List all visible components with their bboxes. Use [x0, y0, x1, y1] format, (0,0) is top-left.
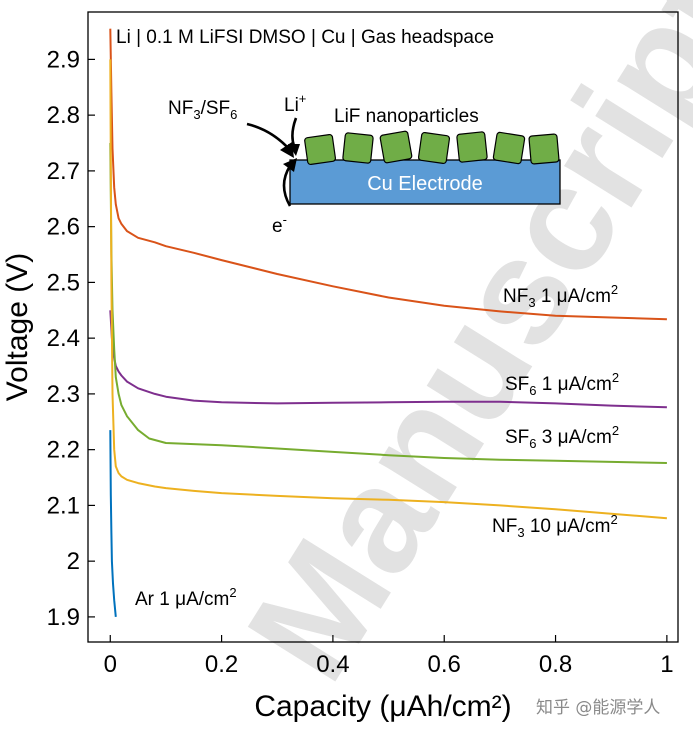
y-axis-ticks: 1.9 2 2.1 2.2 2.3 2.4 2.5 2.6 2.7 2.8 2.9: [47, 46, 95, 631]
y-tick-label: 2.5: [47, 269, 80, 296]
li-ion-arrow-head-icon: [288, 144, 300, 156]
electron-label: e-: [272, 212, 287, 237]
lif-particle: [492, 131, 526, 165]
lif-particle: [456, 131, 488, 163]
y-tick-label: 2.3: [47, 381, 80, 408]
y-tick-label: 2.7: [47, 158, 80, 185]
gas-label: NF3/SF6: [168, 98, 237, 122]
electron-arrow: [282, 165, 292, 207]
series-line-3: [109, 59, 667, 520]
series-label-sf6-3: SF6 3 μA/cm2: [505, 423, 619, 451]
lif-nanoparticles-label: LiF nanoparticles: [334, 106, 479, 127]
x-tick-label: 0: [104, 651, 117, 678]
series-line-1: [109, 310, 667, 409]
x-tick-label: 0.8: [539, 651, 572, 678]
y-tick-label: 2.4: [47, 325, 80, 352]
series-label-sf6-1: SF6 1 μA/cm2: [505, 370, 619, 398]
series-label-nf3-10: NF3 10 μA/cm2: [492, 512, 618, 540]
series-line-4: [109, 430, 117, 617]
y-tick-label: 1.9: [47, 604, 80, 631]
plot-frame: [87, 11, 679, 643]
lif-particle: [342, 132, 374, 164]
series-labels: NF3 1 μA/cm2 SF6 1 μA/cm2 SF6 3 μA/cm2 N…: [135, 282, 619, 610]
y-tick-label: 2.9: [47, 46, 80, 73]
series-label-nf3-1: NF3 1 μA/cm2: [503, 282, 618, 310]
x-tick-label: 0.6: [428, 651, 461, 678]
x-axis-title: Capacity (μAh/cm²): [254, 690, 511, 723]
inset-schematic: Cu Electrode LiF nanoparticles NF3/SF6 L…: [168, 91, 561, 237]
zhihu-watermark: 知乎 @能源学人: [536, 698, 660, 718]
x-tick-label: 0.4: [316, 651, 349, 678]
y-tick-label: 2.6: [47, 214, 80, 241]
y-tick-label: 2.1: [47, 492, 80, 519]
lif-particle: [417, 131, 451, 165]
series-line-0: [109, 28, 667, 321]
series-lines: [109, 28, 667, 617]
y-tick-label: 2.2: [47, 437, 80, 464]
lif-particles: [304, 130, 560, 166]
series-label-ar-1: Ar 1 μA/cm2: [135, 585, 237, 610]
lif-particle: [304, 133, 337, 166]
series-line-2: [109, 142, 667, 464]
lif-particle: [379, 130, 413, 164]
cu-electrode-label: Cu Electrode: [367, 173, 483, 195]
x-tick-label: 1: [660, 651, 673, 678]
x-axis-ticks: 0 0.2 0.4 0.6 0.8 1: [104, 635, 674, 678]
li-ion-arrow: [291, 117, 298, 147]
y-tick-label: 2: [67, 548, 80, 575]
cu-electrode: [289, 159, 561, 205]
electron-arrow-head-icon: [283, 158, 297, 172]
y-tick-label: 2.8: [47, 102, 80, 129]
gas-arrow: [246, 122, 291, 151]
chart-title: Li | 0.1 M LiFSI DMSO | Cu | Gas headspa…: [116, 27, 494, 48]
y-axis-title: Voltage (V): [1, 253, 34, 401]
x-tick-label: 0.2: [205, 651, 238, 678]
lif-particle: [528, 133, 560, 165]
li-ion-label: Li+: [284, 91, 306, 116]
